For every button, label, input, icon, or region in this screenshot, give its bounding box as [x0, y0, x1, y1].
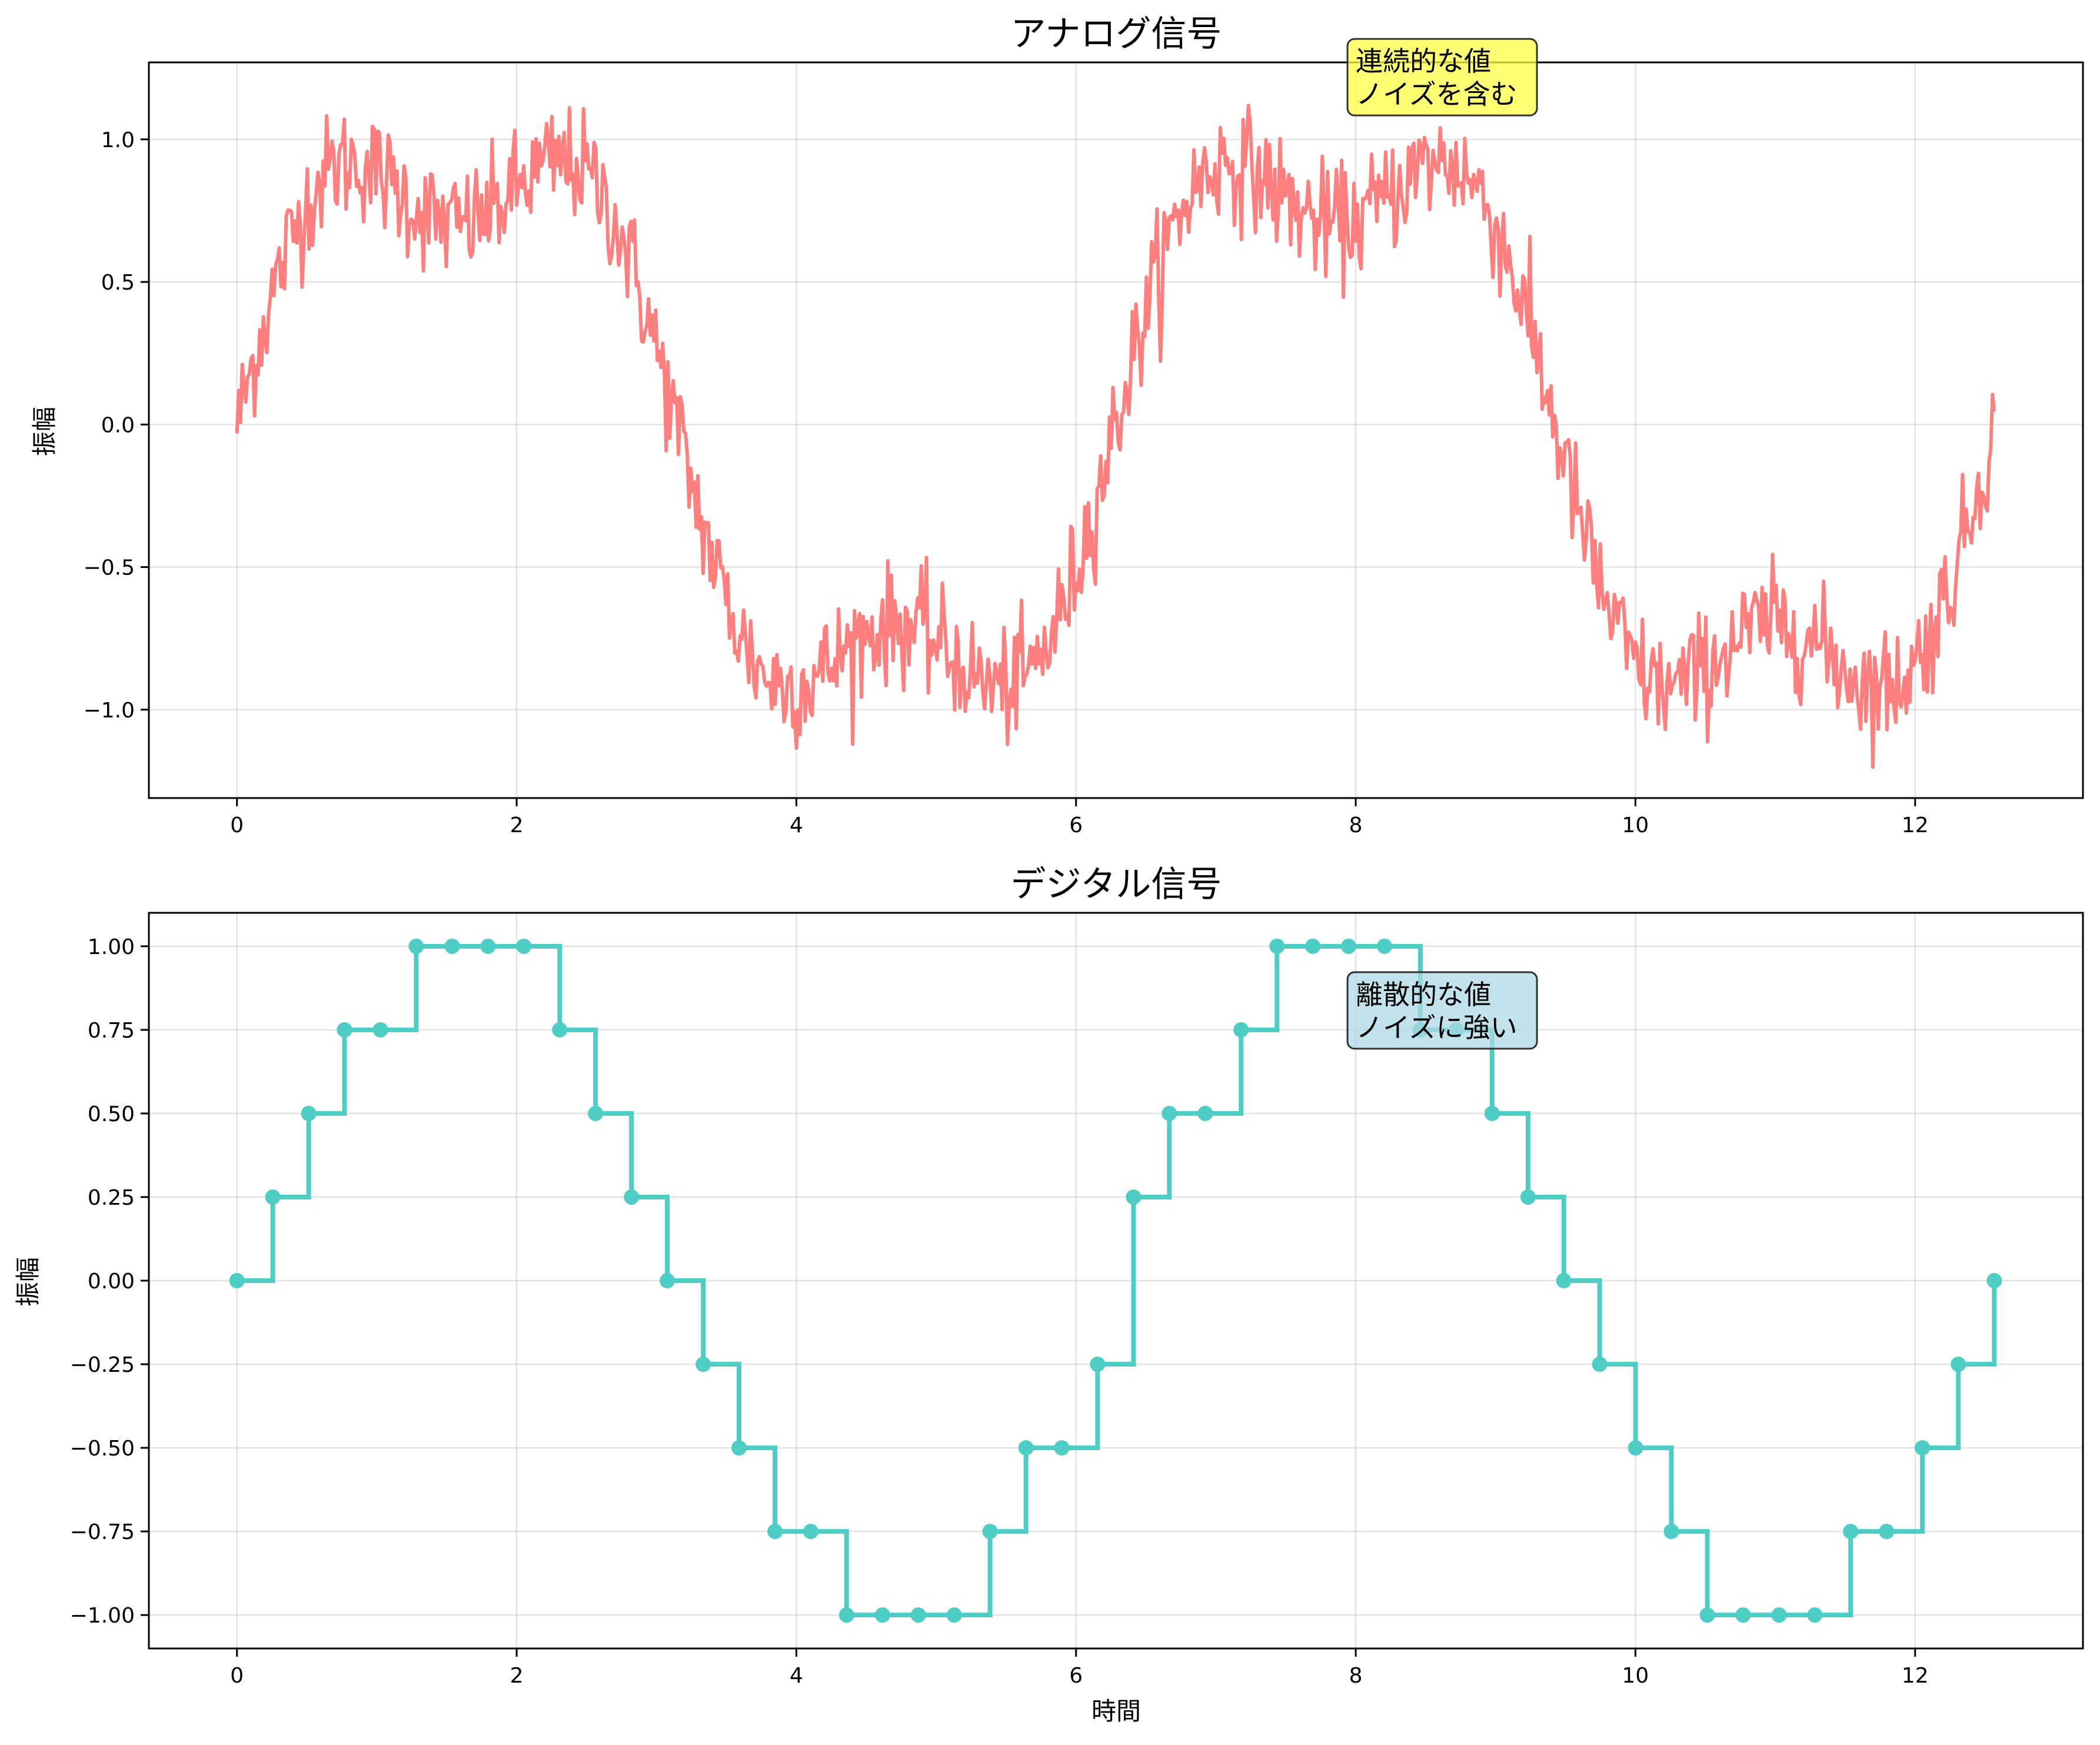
digital-y-tick-label: 0.50 [88, 1102, 135, 1126]
digital-sample-point [1162, 1105, 1177, 1121]
analog-y-tick-label: 1.0 [101, 128, 135, 152]
digital-sample-point [1807, 1607, 1823, 1623]
analog-y-axis-label: 振幅 [30, 407, 59, 456]
digital-sample-point [372, 1022, 388, 1038]
digital-sample-point [301, 1105, 317, 1121]
digital-sample-point [1699, 1607, 1715, 1623]
digital-sample-point [1233, 1022, 1249, 1038]
digital-sample-point [1484, 1105, 1500, 1121]
digital-x-tick-label: 0 [230, 1664, 244, 1688]
digital-sample-point [552, 1022, 568, 1038]
analog-chart-title: アナログ信号 [1011, 14, 1222, 55]
digital-sample-point [1090, 1357, 1106, 1372]
digital-sample-point [1197, 1105, 1213, 1121]
digital-sample-point [1269, 938, 1285, 954]
digital-x-axis-label: 時間 [1091, 1697, 1141, 1726]
digital-sample-point [588, 1105, 604, 1121]
analog-x-tick-label: 0 [230, 813, 244, 837]
digital-sample-point [265, 1189, 281, 1205]
digital-sample-point [982, 1524, 998, 1540]
digital-sample-point [838, 1607, 854, 1623]
digital-sample-point [408, 938, 424, 954]
digital-sample-point [660, 1273, 675, 1288]
digital-y-tick-label: 0.25 [88, 1186, 135, 1210]
digital-sample-point [731, 1440, 747, 1456]
digital-x-tick-label: 10 [1622, 1664, 1649, 1688]
digital-x-tick-label: 12 [1902, 1664, 1929, 1688]
digital-sample-point [767, 1524, 783, 1540]
analog-x-tick-label: 2 [510, 813, 524, 837]
digital-sample-point [229, 1273, 245, 1288]
digital-sample-point [1771, 1607, 1787, 1623]
digital-sample-point [1628, 1440, 1643, 1456]
digital-sample-point [1879, 1524, 1895, 1540]
analog-x-tick-label: 4 [790, 813, 803, 837]
digital-sample-point [1951, 1357, 1966, 1372]
digital-chart-title: デジタル信号 [1011, 864, 1222, 905]
analog-annotation-line: 連続的な値 [1356, 45, 1491, 77]
digital-sample-point [1305, 938, 1321, 954]
analog-x-tick-label: 10 [1622, 813, 1649, 837]
digital-signal-step-line [237, 943, 1997, 1618]
digital-y-tick-label: 0.00 [88, 1269, 135, 1294]
digital-signal-panel: デジタル信号 振幅 時間 0 2 4 6 8 10 12 −1.00 −0.75 −0.50 −0.… [14, 864, 2084, 1726]
analog-y-tick-label: 0.5 [101, 271, 135, 295]
analog-annotation-line: ノイズを含む [1356, 78, 1517, 110]
digital-sample-point [1520, 1189, 1536, 1205]
digital-annotation-line: 離散的な値 [1356, 979, 1491, 1011]
digital-y-tick-label: 0.75 [88, 1019, 135, 1043]
analog-x-tick-label: 6 [1069, 813, 1083, 837]
digital-sample-point [480, 938, 496, 954]
analog-y-tick-label: −0.5 [84, 556, 135, 580]
digital-y-tick-label: −0.75 [70, 1520, 135, 1544]
digital-sample-point [695, 1357, 711, 1372]
digital-sample-point [624, 1189, 640, 1205]
digital-x-tick-label: 4 [790, 1664, 803, 1688]
analog-x-tick-label: 12 [1902, 813, 1929, 837]
digital-y-tick-label: 1.00 [88, 935, 135, 959]
digital-y-tick-label: −1.00 [70, 1604, 135, 1628]
analog-y-tick-label: 0.0 [101, 413, 135, 437]
digital-sample-point [1377, 938, 1393, 954]
digital-sample-point [803, 1524, 818, 1540]
digital-sample-point [1986, 1273, 2002, 1288]
digital-y-tick-label: −0.25 [70, 1353, 135, 1377]
analog-y-tick-label: −1.0 [84, 699, 135, 723]
digital-sample-point [337, 1022, 352, 1038]
digital-sample-point [910, 1607, 926, 1623]
digital-sample-point [1556, 1273, 1572, 1288]
analog-signal-line [235, 104, 1996, 769]
digital-sample-point [444, 938, 460, 954]
analog-annotation-box [1346, 38, 1538, 117]
digital-x-tick-label: 6 [1069, 1664, 1083, 1688]
analog-signal-panel: アナログ信号 振幅 0 2 4 6 8 10 12 −1.0 −0.5 0.0 0.5 1.0 連続的な… [30, 14, 2084, 837]
digital-sample-point [1843, 1524, 1859, 1540]
digital-sample-point [1126, 1189, 1141, 1205]
digital-x-tick-label: 8 [1349, 1664, 1363, 1688]
analog-plot-frame [148, 61, 2084, 799]
digital-y-axis-label: 振幅 [14, 1257, 42, 1307]
digital-sample-point [874, 1607, 890, 1623]
digital-sample-point [516, 938, 532, 954]
digital-sample-point [1018, 1440, 1034, 1456]
digital-sample-point [1663, 1524, 1679, 1540]
digital-x-tick-label: 2 [510, 1664, 524, 1688]
digital-sample-point [1735, 1607, 1751, 1623]
digital-sample-point [1340, 938, 1356, 954]
digital-sample-point [1592, 1357, 1608, 1372]
digital-y-tick-label: −0.50 [70, 1437, 135, 1461]
analog-x-tick-label: 8 [1349, 813, 1363, 837]
digital-annotation-line: ノイズに強い [1356, 1012, 1517, 1043]
digital-annotation-box [1346, 971, 1538, 1050]
digital-sample-point [946, 1607, 962, 1623]
digital-sample-point [1915, 1440, 1931, 1456]
digital-sample-point [1054, 1440, 1070, 1456]
